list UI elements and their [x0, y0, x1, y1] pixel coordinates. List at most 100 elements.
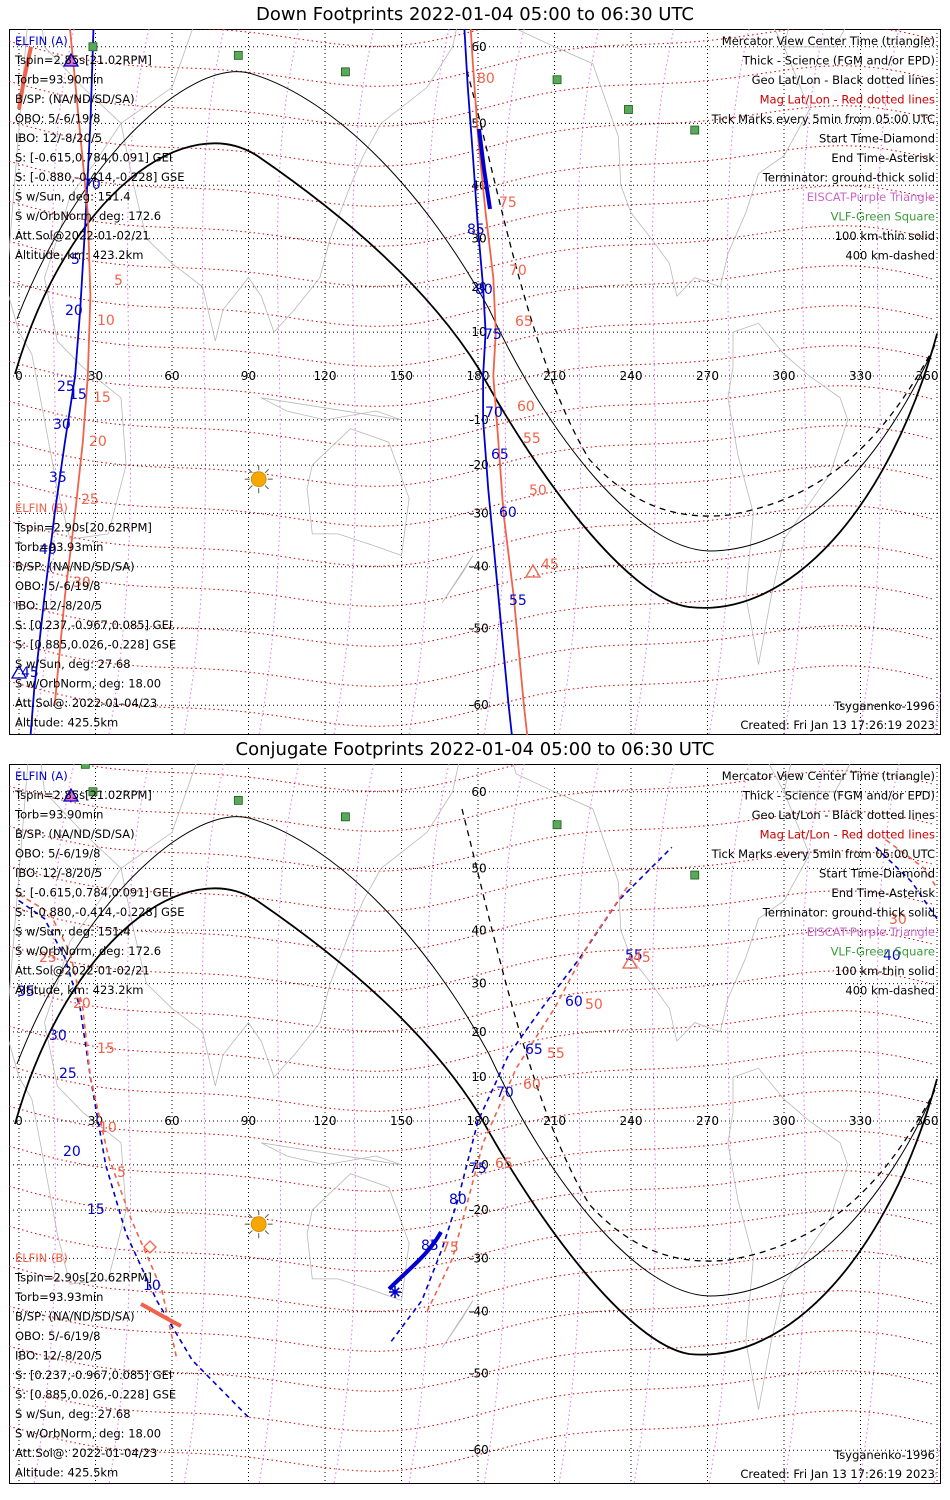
- lon-tick-label: 120: [314, 1114, 337, 1128]
- magnetic-latitude-line: [9, 105, 934, 167]
- elfin-b-tick-label: 55: [547, 1046, 565, 1062]
- elfin-b-info: Altitude: 425.5km: [15, 1466, 118, 1480]
- lat-tick-label: 10: [471, 1070, 486, 1084]
- magnetic-latitude-line: [9, 930, 934, 992]
- magnetic-latitude-line: [9, 385, 934, 447]
- elfin-b-name: ELFIN (B): [15, 1251, 68, 1265]
- legend-entry: Geo Lat/Lon - Black dotted lines: [752, 73, 935, 87]
- elfin-b-tick-label: 20: [89, 434, 107, 450]
- elfin-a-tick-label: 35: [49, 470, 67, 486]
- lat-tick-label: 40: [471, 923, 486, 937]
- elfin-a-tick-label: 55: [509, 593, 527, 609]
- elfin-a-tick-label: 25: [57, 379, 75, 395]
- legend-entry: Terminator: ground-thick solid: [762, 906, 935, 920]
- vlf-square: [690, 125, 700, 135]
- legend-entry: 400 km-dashed: [845, 249, 935, 263]
- magnetic-latitude-line: [9, 810, 934, 872]
- sun-ray: [248, 468, 253, 474]
- created-timestamp: Created: Fri Jan 13 17:26:19 2023: [740, 718, 935, 732]
- magnetic-latitude-line: [9, 265, 934, 327]
- model-label: Tsyganenko-1996: [833, 699, 935, 713]
- coastlines: [9, 764, 851, 1410]
- elfin-b-science-segment: [140, 1302, 182, 1328]
- elfin-b-tick-label: 65: [515, 314, 533, 330]
- terminator-100km: [16, 71, 936, 552]
- elfin-a-info: Altitude, km: 423.2km: [15, 248, 143, 262]
- elfin-b-tick-label: 10: [97, 313, 115, 329]
- lon-tick-label: 240: [620, 369, 643, 383]
- legend-entry: EISCAT-Purple Triangle: [807, 925, 935, 939]
- magnetic-latitude-line: [9, 1370, 934, 1432]
- legend-entry: VLF-Green Square: [831, 210, 935, 224]
- lat-tick-label: 50: [471, 116, 486, 130]
- lon-tick-label: 330: [849, 369, 872, 383]
- elfin-a-tick-label: 15: [69, 387, 87, 403]
- elfin-a-tick-label: 5: [71, 252, 80, 268]
- elfin-a-info: Altitude, km: 423.2km: [15, 983, 143, 997]
- legend-entry: Thick - Science (FGM and/or EPD): [742, 789, 935, 803]
- lon-tick-label: 210: [543, 369, 566, 383]
- magnetic-meridian: [333, 764, 375, 1484]
- center-time-triangle: [524, 563, 542, 578]
- elfin-a-science-segment: [477, 128, 492, 210]
- coastline: [261, 397, 402, 421]
- lon-tick-label: 240: [620, 1114, 643, 1128]
- center-time-triangle: [62, 52, 80, 67]
- elfin-b-track: [426, 881, 632, 1313]
- elfin-a-tick-label: 60: [565, 994, 583, 1010]
- lon-tick-label: 150: [390, 1114, 413, 1128]
- elfin-a-name: ELFIN (A): [15, 769, 68, 783]
- legend-entry: Mercator View Center Time (triangle): [722, 34, 935, 48]
- vlf-square: [340, 67, 350, 77]
- elfin-a-tick-label: 85: [467, 222, 485, 238]
- elfin-a-tick-label: 70: [83, 177, 101, 193]
- vlf-square: [340, 812, 350, 822]
- lat-tick-label: 60: [471, 40, 486, 54]
- down-footprints-map: 0 30 60 90 120 150 180 210 240 270 300 330 360 60 50 40…: [9, 29, 941, 735]
- elfin-a-science-segment: [387, 1231, 443, 1291]
- lon-tick-label: 180: [467, 1114, 490, 1128]
- vlf-square: [552, 75, 562, 85]
- elfin-a-info: Tspin=2.85s[21.02RPM]: [14, 788, 152, 802]
- elfin-a-info: Tspin=2.85s[21.02RPM]: [14, 53, 152, 67]
- coastline: [261, 1142, 402, 1166]
- lon-tick-label: 270: [696, 1114, 719, 1128]
- elfin-b-info: S w/Sun, deg: 27.68: [15, 1407, 131, 1421]
- lon-tick-label: 300: [773, 369, 796, 383]
- elfin-b-info: OBO: 5/-6/19/8: [15, 579, 100, 593]
- coastlines: [9, 29, 849, 665]
- magnetic-latitude-line: [9, 625, 934, 687]
- elfin-a-tick-label: 10: [143, 1278, 161, 1294]
- elfin-b-tick-label: 60: [517, 399, 535, 415]
- panel-title: Down Footprints 2022-01-04 05:00 to 06:3…: [256, 4, 694, 25]
- elfin-a-tick-label: 75: [484, 327, 502, 343]
- elfin-a-tick-label: 40: [39, 542, 57, 558]
- elfin-b-tick-label: 15: [93, 390, 111, 406]
- lat-tick-label: -20: [469, 458, 489, 472]
- elfin-a-info: OBO: 5/-6/19/8: [15, 847, 100, 861]
- magnetic-meridian: [183, 764, 225, 1484]
- elfin-b-info: S w/OrbNorm, deg: 18.00: [15, 677, 161, 691]
- sun-ray: [264, 485, 269, 490]
- elfin-b-tick-label: 75: [441, 1240, 459, 1256]
- legend-entry: 100 km-thin solid: [835, 229, 935, 243]
- magnetic-latitude-line: [9, 1410, 934, 1472]
- elfin-a-tick-label: 20: [65, 303, 83, 319]
- legend-entry: Tick Marks every 5min from 05:00 UTC: [711, 112, 935, 126]
- elfin-a-info: IBO: 12/-8/20/5: [15, 131, 102, 145]
- sun-icon: [244, 465, 273, 494]
- elfin-b-tick-label: 30: [73, 575, 91, 591]
- elfin-b-info: S w/OrbNorm, deg: 18.00: [15, 1427, 161, 1441]
- lon-tick-label: 300: [773, 1114, 796, 1128]
- magnetic-meridian: [258, 764, 300, 1484]
- legend-entry: Mercator View Center Time (triangle): [722, 769, 935, 783]
- lon-tick-label: 0: [15, 369, 23, 383]
- lat-tick-label: 10: [471, 325, 486, 339]
- elfin-a-tick-label: 20: [63, 1144, 81, 1160]
- elfin-a-tick-label: 75: [469, 1161, 487, 1177]
- magnetic-latitude-line: [9, 585, 934, 647]
- map-frame: [9, 764, 941, 1484]
- geographic-grid: [9, 29, 941, 735]
- sun-disc: [250, 1216, 267, 1233]
- coastline: [120, 29, 457, 342]
